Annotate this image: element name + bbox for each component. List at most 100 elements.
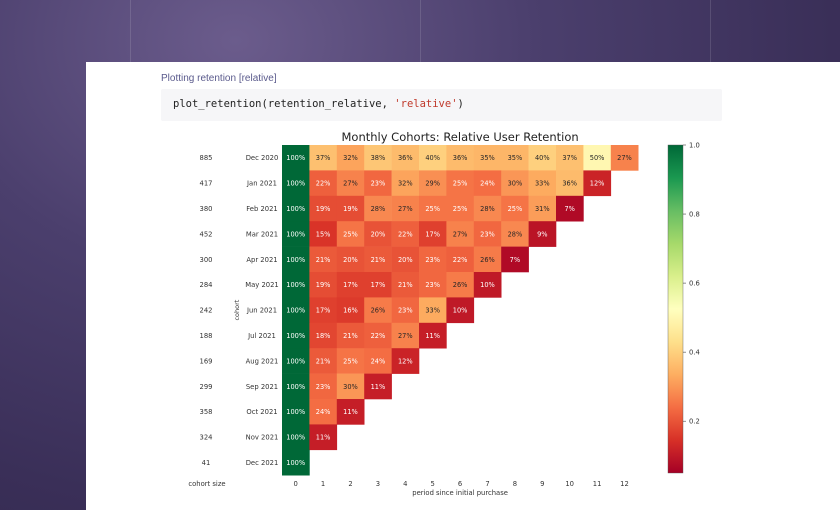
colorbar-tick-label: 1.0 xyxy=(689,142,700,150)
code-cell[interactable]: plot_retention(retention_relative, 'rela… xyxy=(161,89,722,121)
cohort-label: Apr 2021 xyxy=(246,256,277,264)
cell-label: 100% xyxy=(286,434,305,442)
heatmap-cell xyxy=(528,221,557,247)
cohort-size: 358 xyxy=(200,408,213,416)
heatmap-cell xyxy=(336,195,365,222)
heatmap-cell xyxy=(309,246,338,273)
cell-label: 37% xyxy=(316,154,331,162)
cell-label: 32% xyxy=(398,180,413,188)
colorbar-tick-label: 0.6 xyxy=(689,280,700,288)
heatmap-cell xyxy=(309,424,338,451)
cell-label: 100% xyxy=(286,332,305,340)
cohort-size-header: cohort size xyxy=(188,480,225,488)
heatmap-cell xyxy=(446,297,475,324)
cell-label: 19% xyxy=(343,205,358,213)
cell-label: 50% xyxy=(590,154,605,162)
cell-label: 25% xyxy=(453,205,468,213)
background-divider xyxy=(420,0,421,62)
cell-label: 100% xyxy=(286,459,305,467)
cell-label: 32% xyxy=(343,154,358,162)
cohort-label: Sep 2021 xyxy=(246,383,278,391)
cell-label: 28% xyxy=(508,230,523,238)
heatmap-cell xyxy=(309,297,338,324)
heatmap-cell xyxy=(556,145,584,171)
heatmap-cell xyxy=(364,348,392,374)
cell-label: 24% xyxy=(316,408,331,416)
cell-label: 21% xyxy=(371,256,386,264)
cell-label: 100% xyxy=(286,154,305,162)
cell-label: 37% xyxy=(562,154,577,162)
cell-label: 27% xyxy=(617,154,632,162)
heatmap-cell xyxy=(336,145,365,171)
cohort-size: 324 xyxy=(200,434,213,442)
cell-label: 22% xyxy=(371,332,386,340)
cell-label: 20% xyxy=(398,256,413,264)
heatmap-cell xyxy=(282,424,310,451)
colorbar-tick-label: 0.8 xyxy=(689,211,700,219)
x-tick-label: 12 xyxy=(620,480,629,488)
heatmap-cell xyxy=(364,272,392,298)
cohort-label: May 2021 xyxy=(245,281,279,289)
heatmap-cell xyxy=(336,399,365,425)
heatmap-cell xyxy=(501,246,529,273)
heatmap-cell xyxy=(583,145,612,171)
code-string-argument: 'relative' xyxy=(394,98,458,110)
cell-label: 21% xyxy=(316,256,331,264)
cohort-label: Oct 2021 xyxy=(246,408,277,416)
heatmap-cell xyxy=(336,272,365,298)
heatmap-cell xyxy=(391,170,420,197)
heatmap-cell xyxy=(473,221,502,247)
heatmap-cell xyxy=(336,297,365,324)
cell-label: 35% xyxy=(480,154,495,162)
x-tick-label: 9 xyxy=(540,480,544,488)
cell-label: 36% xyxy=(453,154,468,162)
cell-label: 30% xyxy=(343,383,358,391)
cell-label: 26% xyxy=(453,281,468,289)
heatmap-cell xyxy=(336,373,365,400)
heatmap-cell xyxy=(336,348,365,374)
heatmap-cell xyxy=(282,272,310,298)
cell-label: 24% xyxy=(371,357,386,365)
cohort-size: 169 xyxy=(200,357,213,365)
heatmap-cell xyxy=(528,145,557,171)
heatmap-cell xyxy=(419,272,447,298)
cell-label: 100% xyxy=(286,230,305,238)
cell-label: 100% xyxy=(286,357,305,365)
heatmap-cell xyxy=(391,297,420,324)
cell-label: 35% xyxy=(508,154,523,162)
retention-heatmap: Monthly Cohorts: Relative User Retention… xyxy=(188,130,700,497)
heatmap-cell xyxy=(391,221,420,247)
heatmap-cell xyxy=(501,145,529,171)
x-tick-label: 5 xyxy=(431,480,435,488)
code-function: plot_retention xyxy=(173,98,262,110)
cell-label: 25% xyxy=(508,205,523,213)
heatmap-cell xyxy=(282,221,310,247)
cell-label: 18% xyxy=(316,332,331,340)
heatmap-cell xyxy=(391,246,420,273)
heatmap-cell xyxy=(336,221,365,247)
heatmap-cell xyxy=(473,272,502,298)
heatmap-cell xyxy=(309,272,338,298)
cell-label: 12% xyxy=(590,180,605,188)
heatmap-cell xyxy=(473,145,502,171)
cell-label: 27% xyxy=(398,332,413,340)
heatmap-cell xyxy=(336,246,365,273)
background-divider xyxy=(130,0,131,62)
heatmap-cell xyxy=(501,221,529,247)
cell-label: 33% xyxy=(535,180,550,188)
cell-label: 11% xyxy=(316,434,331,442)
cohort-size: 41 xyxy=(202,459,211,467)
heatmap-cell xyxy=(446,246,475,273)
cohort-size: 299 xyxy=(200,383,213,391)
cohort-size: 188 xyxy=(200,332,213,340)
heatmap-cell xyxy=(309,399,338,425)
heatmap-cell xyxy=(556,170,584,197)
heatmap-cell xyxy=(364,145,392,171)
heatmap-cell xyxy=(391,348,420,374)
notebook-panel: Plotting retention [relative] plot_reten… xyxy=(86,62,840,510)
heatmap-cell xyxy=(309,322,338,349)
heatmap-cell xyxy=(282,373,310,400)
cell-label: 10% xyxy=(453,307,468,315)
heatmap-cell xyxy=(473,170,502,197)
heatmap-cell xyxy=(336,322,365,349)
